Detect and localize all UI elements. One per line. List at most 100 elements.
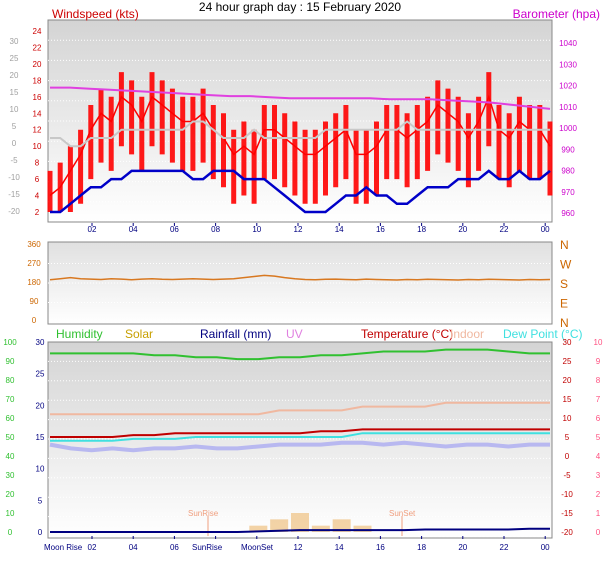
uv-tick: 4	[596, 452, 601, 461]
y-tick-windspeed: 8	[35, 159, 40, 168]
temperature-tick: 0	[565, 452, 570, 461]
temperature-tick: -15	[561, 509, 573, 518]
y-tick-outer: -5	[10, 156, 18, 165]
x-axis-ticks: 02 04 06 08 10 12 14 16 18 20 22 00	[88, 223, 550, 234]
x-tick-label: 10	[252, 225, 261, 234]
x-tick-label: 18	[417, 543, 426, 552]
x-tick-label: 06	[170, 543, 179, 552]
rainfall-tick: 30	[36, 338, 45, 347]
solar-bar	[311, 525, 330, 532]
temperature-tick: 30	[563, 338, 572, 347]
windspeed-line	[49, 94, 551, 197]
humidity-line	[50, 348, 550, 361]
humidity-tick: 100	[3, 338, 17, 347]
temperature-tick: 15	[563, 395, 572, 404]
avg-wind-line	[50, 169, 551, 214]
rainfall-tick: 20	[36, 401, 45, 410]
uv-tick: 5	[596, 433, 601, 442]
y-tick-outer: -15	[8, 190, 20, 199]
barometer-line	[50, 86, 551, 110]
humidity-tick: 60	[6, 414, 15, 423]
windspeed-range	[47, 72, 553, 212]
temperature-tick: -10	[561, 490, 573, 499]
legend-item: Solar	[125, 327, 153, 341]
y-tick-barometer: 1010	[559, 103, 577, 112]
humidity-tick: 0	[8, 528, 13, 537]
x-tick-label: 02	[88, 225, 97, 234]
compass-label: E	[560, 297, 568, 311]
temperature-tick: 25	[563, 357, 572, 366]
direction-tick: 90	[30, 297, 39, 306]
y-axis-right: 1040 1030 1020 1010 1000 990 980 970 960	[559, 39, 577, 218]
direction-tick: 270	[27, 259, 41, 268]
y-tick-windspeed: 20	[33, 60, 42, 69]
direction-series	[49, 274, 551, 281]
y-tick-outer: 30	[10, 37, 19, 46]
humidity-tick: 80	[6, 376, 15, 385]
rainfall-tick: 5	[38, 496, 43, 505]
y-tick-outer: 15	[10, 88, 19, 97]
temperature-tick: -5	[563, 471, 571, 480]
y-tick-windspeed: 18	[33, 76, 42, 85]
legend-item: Humidity	[56, 327, 103, 341]
uv-tick: 10	[594, 338, 603, 347]
sunrise-axis-label: SunRise	[192, 543, 223, 552]
solar-bar	[291, 513, 309, 532]
y-tick-windspeed: 22	[33, 43, 42, 52]
rainfall-y-axis: 30 25 20 15 10 5 0	[36, 338, 45, 537]
legend-item: UV	[286, 327, 303, 341]
barometer-label: Barometer (hpa)	[513, 7, 600, 21]
x-tick-label: 12	[294, 543, 303, 552]
temperature-tick: -20	[561, 528, 573, 537]
uv-tick: 3	[596, 471, 601, 480]
x-tick-label: 04	[129, 543, 138, 552]
y-tick-barometer: 1000	[559, 124, 577, 133]
solar-bar	[249, 525, 268, 532]
y-tick-windspeed: 12	[33, 126, 42, 135]
temp-series	[49, 348, 550, 533]
humidity-tick: 50	[6, 433, 15, 442]
x-tick-label: 22	[500, 225, 509, 234]
y-tick-barometer: 1020	[559, 82, 577, 91]
uv-tick: 9	[596, 357, 601, 366]
direction-y-axis: 360 270 180 90 0	[27, 240, 41, 325]
x-tick-label: 00	[541, 543, 550, 552]
uv-tick: 2	[596, 490, 601, 499]
panel-temp-humidity	[47, 341, 553, 539]
y-axis-left-outer: 30 25 20 15 10 5 0 -5 -10 -15 -20	[8, 37, 20, 216]
direction-tick: 360	[27, 240, 41, 249]
gust-line	[50, 120, 550, 148]
solar-bar	[353, 525, 372, 532]
legend-item: Indoor	[450, 327, 484, 341]
uv-tick: 7	[596, 395, 601, 404]
x-tick-label: 18	[417, 225, 426, 234]
temp-x-axis: Moon Rise SunRise MoonSet 02 04 06 12 14 16 18 20 2…	[44, 536, 550, 552]
temp-legend: Humidity Solar Rainfall (mm) UV Temperature …	[56, 327, 582, 341]
y-tick-barometer: 970	[561, 188, 575, 197]
y-tick-barometer: 980	[561, 167, 575, 176]
temperature-y-axis: 30 25 20 15 10 5 0 -5 -10 -15 -20	[561, 338, 573, 537]
y-axis-left-inner: 24 22 20 18 16 14 12 10 8 6 4 2	[33, 27, 42, 217]
direction-grid	[48, 263, 552, 303]
y-tick-outer: -20	[8, 207, 20, 216]
legend-item: Dew Point (°C)	[503, 327, 582, 341]
x-tick-label: 12	[294, 225, 303, 234]
humidity-tick: 30	[6, 471, 15, 480]
x-tick-label: 16	[376, 543, 385, 552]
moon-rise-label: Moon Rise	[44, 543, 83, 552]
humidity-tick: 40	[6, 452, 15, 461]
x-tick-label: 00	[541, 225, 550, 234]
wind-series	[47, 72, 553, 214]
compass-label: S	[560, 277, 568, 291]
direction-tick: 180	[27, 278, 41, 287]
temperature-tick: 20	[563, 376, 572, 385]
humidity-tick: 90	[6, 357, 15, 366]
humidity-tick: 20	[6, 490, 15, 499]
moonset-axis-label: MoonSet	[241, 543, 274, 552]
uv-tick: 8	[596, 376, 601, 385]
rainfall-tick: 25	[36, 370, 45, 379]
